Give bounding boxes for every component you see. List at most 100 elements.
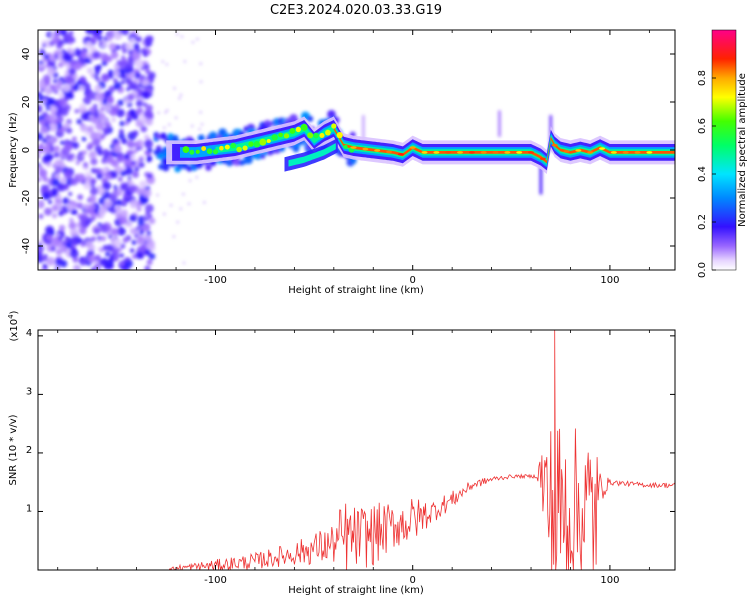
noise-speckle [38,213,44,219]
noise-speckle [50,32,55,38]
noise-speckle [56,182,66,192]
noise-speckle [50,246,56,252]
spectrogram-y-tick-label: 20 [21,96,32,109]
noise-speckle [70,153,75,158]
noise-speckle [200,123,204,126]
ridge-peak [336,132,343,139]
noise-speckle [134,59,144,69]
noise-speckle [141,78,149,87]
noise-speckle [42,263,48,269]
ridge-peak [528,151,535,154]
noise-speckle [135,99,143,108]
noise-speckle [146,156,153,162]
colorbar-tick-label: 0.0 [697,262,708,278]
ridge-blob [264,119,271,126]
noise-speckle [68,217,74,223]
noise-speckle [85,240,93,249]
noise-speckle [139,77,144,82]
ridge-blob [289,114,298,123]
noise-speckle [88,195,97,204]
noise-speckle [70,177,79,186]
noise-speckle [69,228,79,237]
noise-speckle [139,230,145,235]
noise-speckle [110,44,116,50]
noise-speckle [93,227,101,235]
noise-speckle [133,43,140,50]
noise-speckle [59,140,65,145]
ridge-peak [551,143,558,147]
noise-speckle [105,105,112,112]
noise-speckle [89,36,97,44]
noise-speckle [129,248,135,253]
colorbar-tick-label: 0.4 [697,166,708,182]
noise-speckle [118,129,125,135]
noise-speckle [98,52,104,58]
noise-speckle [64,75,74,84]
noise-speckle [165,63,169,66]
noise-speckle [72,141,80,149]
noise-speckle [83,203,90,210]
noise-speckle [187,202,191,206]
noise-speckle [126,140,135,149]
snr-ticks: -100 0 100 1 2 3 4 [26,328,675,586]
noise-speckle [45,134,51,140]
noise-speckle [104,121,112,129]
noise-speckle [50,187,59,195]
noise-speckle [135,251,143,260]
noise-speckle [102,167,108,173]
ridge-peak [516,151,523,154]
noise-speckle [39,143,44,148]
snr-y-tick-label: 2 [26,445,32,456]
ridge-peak [646,151,653,154]
noise-speckle [39,119,45,126]
noise-speckle [76,237,83,244]
noise-speckle [144,203,154,213]
noise-speckle [172,235,176,238]
noise-speckle [38,201,41,207]
noise-speckle [148,252,156,260]
ridge-peak [325,129,331,136]
noise-speckle [54,165,63,174]
ridge-blob [232,158,241,166]
noise-speckle [113,81,122,90]
noise-speckle [89,106,95,113]
noise-speckle [143,134,150,140]
snr-x-tick-label: -100 [204,575,227,586]
noise-speckle [132,171,140,179]
ridge-peak [307,132,314,139]
ridge-peak [575,149,582,152]
noise-speckle [42,43,47,48]
spectrogram-y-label: Frequency (Hz) [8,112,19,188]
colorbar-ticks: 0.0 0.2 0.4 0.6 0.8 [697,70,716,278]
noise-speckle [175,32,179,36]
noise-speckle [147,173,152,179]
noise-speckle [89,179,95,185]
noise-speckle [78,256,88,266]
noise-speckle [79,214,88,223]
noise-speckle [80,51,88,59]
noise-speckle [60,107,69,117]
noise-speckle [42,138,48,144]
noise-speckle [64,183,69,189]
snr-x-tick-label: 100 [600,575,619,586]
noise-speckle [62,83,71,92]
noise-speckle [85,30,93,35]
noise-speckle [198,128,201,131]
ridge-peak [622,151,629,154]
noise-speckle [203,201,206,204]
ridge-peak [457,151,464,154]
noise-speckle [51,204,59,212]
noise-speckle [86,126,94,133]
noise-speckle [146,230,152,236]
noise-speckle [58,210,64,217]
noise-speckle [119,69,126,75]
noise-speckle [74,108,79,114]
noise-speckle [120,170,126,177]
noise-speckle [195,176,198,179]
noise-speckle [96,172,103,180]
noise-speckle [42,176,49,182]
ridge-peak [201,146,207,152]
noise-speckle [142,60,148,66]
noise-speckle [68,221,77,230]
